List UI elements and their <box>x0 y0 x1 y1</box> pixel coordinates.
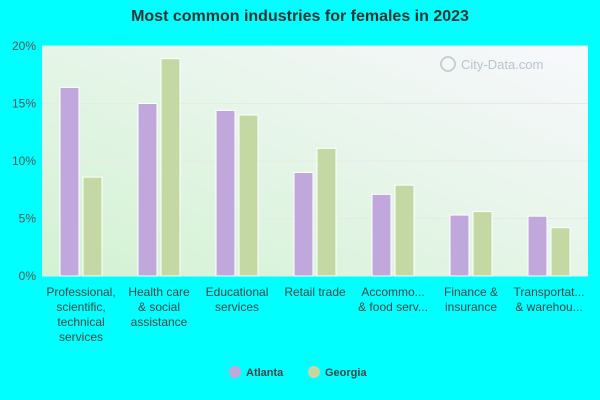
bar-georgia-2[interactable] <box>238 114 259 277</box>
x-category-label: Educational services <box>206 285 269 314</box>
x-category-label: Finance & insurance <box>444 285 498 314</box>
x-category-label: Transportat... & warehou... <box>514 285 585 314</box>
y-tick-label: 5% <box>19 212 37 226</box>
x-category-label: Professional, scientific, technical service… <box>46 285 115 344</box>
bar-georgia-3[interactable] <box>316 147 337 277</box>
legend-swatch-atlanta <box>229 366 241 378</box>
legend-label-georgia[interactable]: Georgia <box>325 367 367 379</box>
legend-swatch-georgia <box>308 366 320 378</box>
y-tick-label: 10% <box>12 154 36 168</box>
bar-georgia-4[interactable] <box>394 184 415 277</box>
bar-atlanta-6[interactable] <box>527 215 548 277</box>
bar-atlanta-2[interactable] <box>215 109 236 277</box>
bar-georgia-1[interactable] <box>160 58 181 277</box>
bars <box>59 58 571 277</box>
watermark: City-Data.com <box>440 56 543 72</box>
y-tick-label: 20% <box>12 39 36 53</box>
watermark-text: City-Data.com <box>461 57 543 72</box>
gridlines <box>42 45 588 277</box>
x-category-label: Health care & social assistance <box>128 285 190 329</box>
y-tick-label: 15% <box>12 97 36 111</box>
chart-title: Most common industries for females in 20… <box>131 8 469 25</box>
legend-label-atlanta[interactable]: Atlanta <box>246 367 284 379</box>
x-category-label: Accommo... & food serv... <box>358 285 428 314</box>
bar-georgia-5[interactable] <box>472 211 493 277</box>
watermark-logo-icon <box>440 56 456 72</box>
bar-atlanta-5[interactable] <box>449 214 470 277</box>
y-axis: 0% 5% 10% 15% 20% <box>12 39 36 283</box>
bar-georgia-0[interactable] <box>82 176 103 277</box>
x-axis: Professional, scientific, technical service… <box>46 285 584 344</box>
bar-atlanta-4[interactable] <box>371 193 392 277</box>
y-tick-label: 0% <box>19 269 37 283</box>
bar-atlanta-1[interactable] <box>137 103 158 277</box>
bar-georgia-6[interactable] <box>550 227 571 277</box>
bar-atlanta-0[interactable] <box>59 86 80 277</box>
x-category-label: Retail trade <box>284 285 346 299</box>
bar-atlanta-3[interactable] <box>293 172 314 277</box>
legend: Atlanta Georgia <box>229 366 367 379</box>
